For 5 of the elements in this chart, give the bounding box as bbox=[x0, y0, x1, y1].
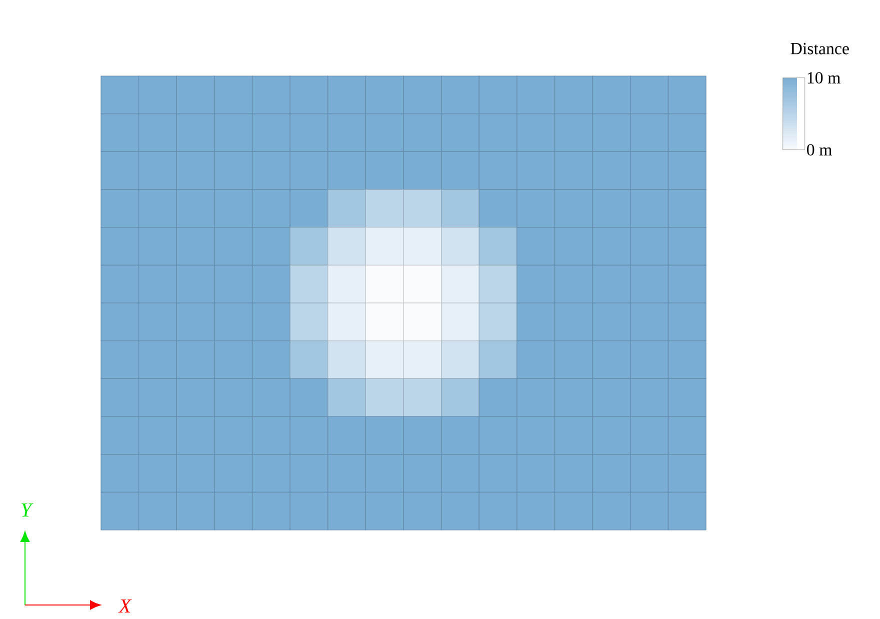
color-bar-title: Distance bbox=[790, 42, 849, 54]
text: Y bbox=[22, 503, 34, 517]
text: X bbox=[118, 599, 132, 613]
color-bar-label: 10 m bbox=[808, 72, 840, 84]
color-bar-label: 0 m bbox=[807, 144, 832, 156]
